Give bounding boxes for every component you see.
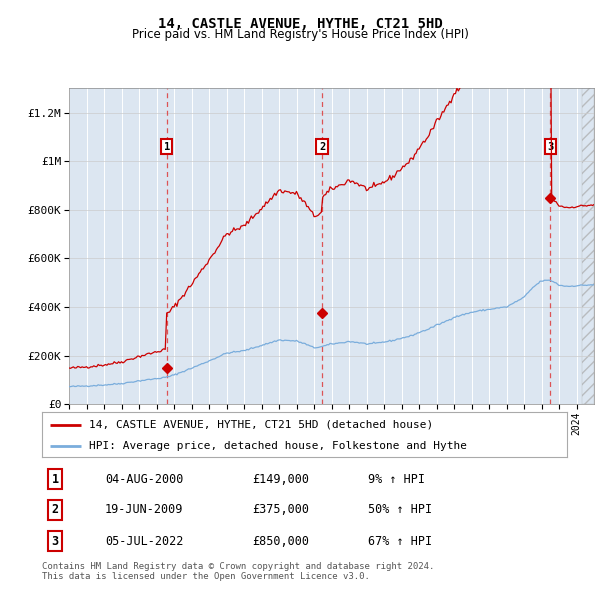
Text: 14, CASTLE AVENUE, HYTHE, CT21 5HD (detached house): 14, CASTLE AVENUE, HYTHE, CT21 5HD (deta… (89, 419, 433, 430)
Text: £375,000: £375,000 (252, 503, 309, 516)
Text: Price paid vs. HM Land Registry's House Price Index (HPI): Price paid vs. HM Land Registry's House … (131, 28, 469, 41)
Text: 14, CASTLE AVENUE, HYTHE, CT21 5HD: 14, CASTLE AVENUE, HYTHE, CT21 5HD (158, 17, 442, 31)
Text: 19-JUN-2009: 19-JUN-2009 (105, 503, 184, 516)
Text: 1: 1 (52, 473, 59, 486)
Text: 67% ↑ HPI: 67% ↑ HPI (367, 535, 431, 548)
Text: £850,000: £850,000 (252, 535, 309, 548)
Text: 50% ↑ HPI: 50% ↑ HPI (367, 503, 431, 516)
Text: 3: 3 (547, 142, 554, 152)
Text: 05-JUL-2022: 05-JUL-2022 (105, 535, 184, 548)
Text: 04-AUG-2000: 04-AUG-2000 (105, 473, 184, 486)
Text: 3: 3 (52, 535, 59, 548)
Text: 2: 2 (319, 142, 325, 152)
Text: £149,000: £149,000 (252, 473, 309, 486)
Text: Contains HM Land Registry data © Crown copyright and database right 2024.
This d: Contains HM Land Registry data © Crown c… (42, 562, 434, 581)
Text: 2: 2 (52, 503, 59, 516)
Text: HPI: Average price, detached house, Folkestone and Hythe: HPI: Average price, detached house, Folk… (89, 441, 467, 451)
Text: 1: 1 (164, 142, 170, 152)
Text: 9% ↑ HPI: 9% ↑ HPI (367, 473, 425, 486)
